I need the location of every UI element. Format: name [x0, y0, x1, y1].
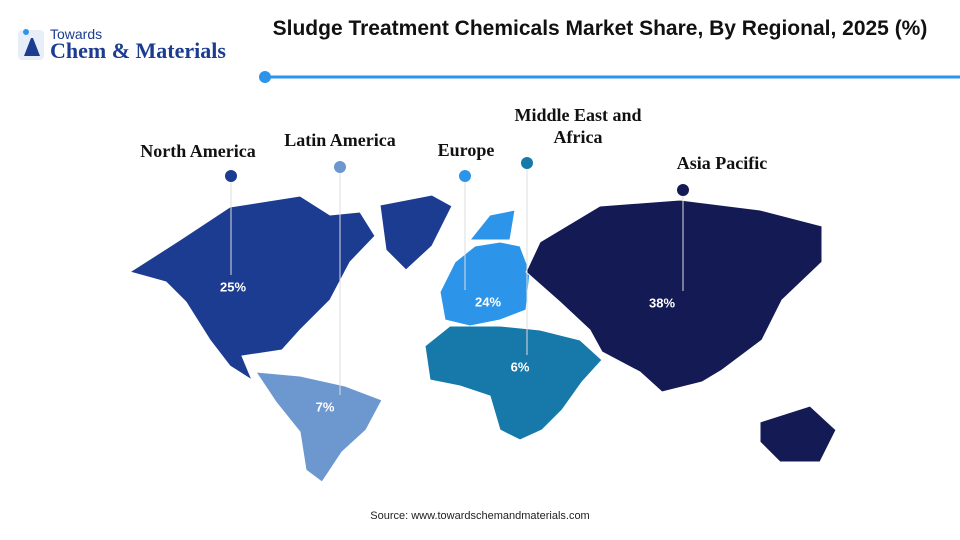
- logo-icon: [18, 29, 44, 60]
- region-name: Asia Pacific: [676, 153, 768, 173]
- region-name: Europe: [437, 140, 495, 160]
- pin-dot: [459, 170, 471, 182]
- region-name: Latin America: [284, 130, 396, 150]
- value-label: 24%: [474, 294, 502, 310]
- value-label: 25%: [219, 279, 247, 295]
- pin-dot: [677, 184, 689, 196]
- value-label: 38%: [648, 295, 676, 311]
- logo-text: Towards: [50, 26, 103, 42]
- title: Sludge Treatment Chemicals Market Share,…: [272, 17, 928, 40]
- value-label: 6%: [510, 359, 530, 375]
- region-shape: [424, 325, 603, 441]
- pin-dot: [225, 170, 237, 182]
- region-shape: [128, 195, 376, 382]
- region-shape: [255, 371, 383, 483]
- region-shape: [525, 199, 823, 393]
- region-shape: [468, 209, 516, 241]
- pin-dot: [521, 157, 533, 169]
- title-rule-dot: [259, 71, 271, 83]
- value-label: 7%: [315, 399, 335, 415]
- source: Source: www.towardschemandmaterials.com: [370, 510, 590, 522]
- region-shape: [759, 405, 837, 463]
- region-name: Middle East and Africa: [514, 105, 642, 147]
- region-name: North America: [140, 141, 256, 161]
- logo-text: Chem & Materials: [50, 38, 226, 63]
- pin-dot: [334, 161, 346, 173]
- region-shape: [439, 241, 531, 327]
- region-shape: [379, 194, 453, 271]
